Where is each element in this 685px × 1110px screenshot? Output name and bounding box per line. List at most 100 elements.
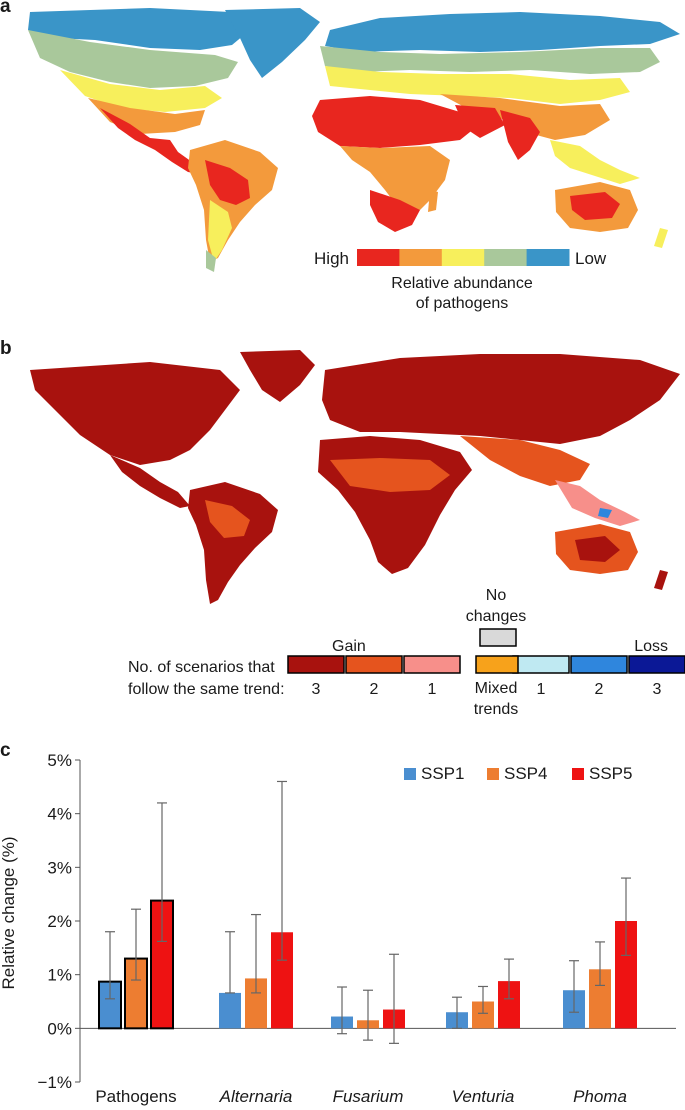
y-tick-label: 1% xyxy=(47,966,72,985)
trend-legend-swatches: 3 2 1 1 2 3 xyxy=(287,628,685,698)
middle-east-high xyxy=(455,105,505,138)
y-tick-label: 0% xyxy=(47,1019,72,1038)
scale-swatch-3 xyxy=(441,249,485,266)
gain-count-label: 2 xyxy=(370,681,379,698)
y-tick-label: 2% xyxy=(47,912,72,931)
bar-ssp4-alternaria xyxy=(245,978,267,1029)
legend-label-ssp5: SSP5 xyxy=(589,764,632,783)
bar-ssp1-alternaria xyxy=(219,992,241,1029)
greenland xyxy=(225,8,320,78)
panel-b-map: No changes Gain Loss No. of scenarios th… xyxy=(30,350,685,718)
legend-low-label: Low xyxy=(575,249,607,268)
legend-high-label: High xyxy=(314,249,349,268)
new-zealand xyxy=(654,228,668,248)
loss-count-label: 1 xyxy=(537,681,546,698)
bar-ssp5-phoma xyxy=(615,921,637,1029)
africa-high-south xyxy=(370,190,420,232)
central-america-high xyxy=(100,108,198,174)
gain-swatch-3 xyxy=(287,655,345,674)
y-tick-label: 3% xyxy=(47,858,72,877)
bar-ssp4-phoma xyxy=(589,969,611,1029)
south-america-high xyxy=(205,160,250,205)
y-tick-label: 4% xyxy=(47,805,72,824)
x-category-label: Fusarium xyxy=(333,1087,404,1106)
legend-caption-line1: Relative abundance xyxy=(391,275,533,292)
india-high xyxy=(500,110,540,160)
south-america-mid xyxy=(208,200,232,262)
legend-swatch-ssp5 xyxy=(572,768,584,780)
south-america-tip xyxy=(206,250,216,272)
loss-count-label: 2 xyxy=(595,681,604,698)
asia-gain2 xyxy=(460,436,590,486)
legend-trend-label-line1: No. of scenarios that xyxy=(128,659,275,676)
legend-trend-label-line2: follow the same trend: xyxy=(128,681,285,698)
indonesia-loss2 xyxy=(598,508,612,518)
africa-high-north xyxy=(312,96,475,148)
panel-b-letter: b xyxy=(0,338,12,359)
loss-swatch-1 xyxy=(512,655,570,674)
gain-count-label: 1 xyxy=(428,681,437,698)
north-america-midhigh xyxy=(88,98,205,134)
x-category-label: Venturia xyxy=(452,1087,515,1106)
south-america-gain3 xyxy=(188,482,278,604)
abundance-color-scale xyxy=(357,249,570,266)
loss-swatch-2 xyxy=(570,655,628,674)
gain-swatch-2 xyxy=(345,655,403,674)
panel-a-map: High Low Relative abundance of pathogens xyxy=(28,8,680,312)
greenland-gain3 xyxy=(240,350,315,402)
australia-high xyxy=(570,192,620,220)
eurasia-midlow xyxy=(320,46,660,74)
africa-gain3 xyxy=(318,436,472,574)
bar-ssp5-venturia xyxy=(498,981,520,1029)
southeast-asia-gain1 xyxy=(555,480,640,526)
central-america-gain3 xyxy=(110,455,190,508)
africa-midhigh xyxy=(340,146,450,215)
world-map-abundance xyxy=(28,8,680,272)
north-america-gain3 xyxy=(30,362,240,465)
australia-gain3 xyxy=(575,536,620,562)
gain-swatch-1 xyxy=(403,655,461,674)
north-america-low xyxy=(28,8,250,50)
legend-mixed-line1: Mixed xyxy=(475,680,518,697)
bar-ssp4-venturia xyxy=(472,1001,494,1029)
plot-area: −1% 0% 1% 2% 3% 4% 5% Pathogens Alternaria Fusari… xyxy=(38,751,676,1106)
panel-a-letter: a xyxy=(0,0,11,17)
eurasia-mid xyxy=(325,66,630,104)
y-tick-label: −1% xyxy=(38,1073,73,1092)
panel-c-letter: c xyxy=(0,740,11,761)
eurasia-low xyxy=(325,12,680,52)
mixed-trends-swatch xyxy=(475,655,519,674)
loss-swatch-3 xyxy=(628,655,685,674)
southeast-asia xyxy=(550,140,640,184)
scale-swatch-2 xyxy=(399,249,443,266)
africa-gain2 xyxy=(330,458,450,492)
north-america-mid xyxy=(60,70,222,112)
x-category-label: Phoma xyxy=(573,1087,627,1106)
bar-chart-relative-change: Relative change (%) −1% 0% 1% 2% 3% 4% 5% Patho… xyxy=(0,751,676,1106)
no-changes-swatch xyxy=(479,628,517,647)
scale-swatch-4 xyxy=(484,249,528,266)
legend-swatch-ssp4 xyxy=(487,768,499,780)
north-america-midlow xyxy=(28,30,238,88)
legend-gain-label: Gain xyxy=(332,638,366,655)
gain-count-label: 3 xyxy=(312,681,321,698)
scale-swatch-5 xyxy=(526,249,570,266)
legend-swatch-ssp1 xyxy=(404,768,416,780)
legend-label-ssp4: SSP4 xyxy=(504,764,547,783)
south-america-gain2 xyxy=(205,500,250,538)
y-axis-label: Relative change (%) xyxy=(0,836,18,989)
x-category-label: Alternaria xyxy=(219,1087,293,1106)
eurasia-gain3 xyxy=(322,354,680,444)
legend-no-changes-line1: No xyxy=(486,587,507,604)
legend-label-ssp1: SSP1 xyxy=(421,764,464,783)
legend-loss-label: Loss xyxy=(634,638,668,655)
y-tick-label: 5% xyxy=(47,751,72,770)
scale-swatch-1 xyxy=(357,249,400,266)
legend-no-changes-line2: changes xyxy=(466,608,527,625)
loss-count-label: 3 xyxy=(653,681,662,698)
bar-ssp5-alternaria xyxy=(271,932,293,1029)
x-category-label: Pathogens xyxy=(95,1087,176,1106)
legend-caption-line2: of pathogens xyxy=(416,295,509,312)
madagascar xyxy=(428,190,438,212)
new-zealand-gain3 xyxy=(654,570,668,590)
